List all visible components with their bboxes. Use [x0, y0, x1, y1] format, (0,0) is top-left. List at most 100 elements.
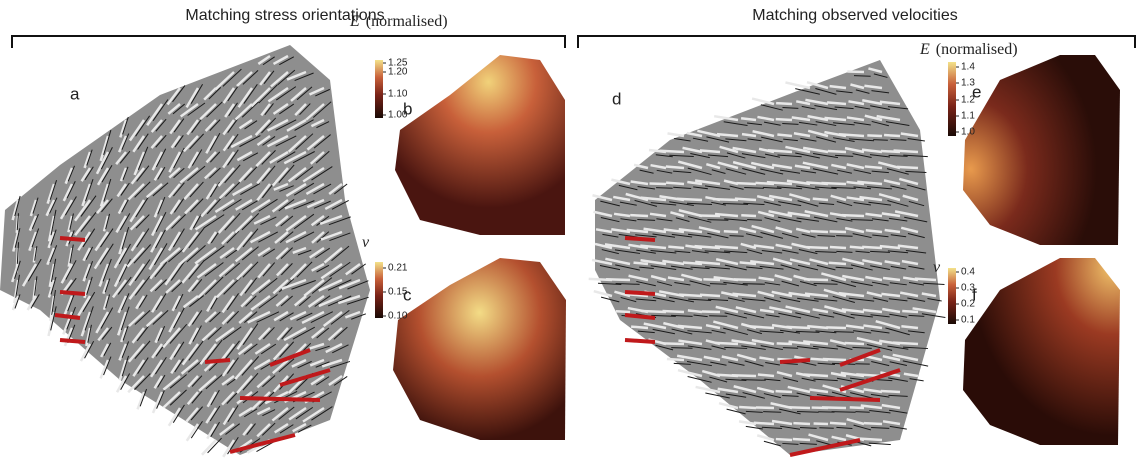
arrow	[754, 423, 774, 424]
arrow	[700, 295, 720, 296]
arrow	[873, 140, 888, 141]
arrow	[756, 407, 774, 408]
arrow	[736, 183, 756, 184]
panel-label: d	[612, 89, 621, 108]
arrow	[836, 236, 852, 237]
arrow	[663, 343, 684, 344]
arrow	[724, 231, 738, 232]
arrow	[671, 348, 692, 349]
title: Matching observed velocities	[752, 7, 957, 24]
arrow	[60, 238, 85, 240]
tick-label: 1.20	[388, 67, 408, 78]
arrow	[715, 343, 738, 344]
arrow	[734, 279, 756, 280]
tick-label: 1.0	[961, 127, 975, 138]
colorbar	[375, 60, 383, 118]
arrow	[850, 247, 864, 248]
arrow	[788, 407, 810, 408]
tick-label: 0.3	[961, 283, 975, 294]
arrow	[866, 230, 882, 232]
arrow	[630, 215, 648, 216]
tick-label: 1.2	[961, 95, 975, 106]
arrow	[902, 311, 918, 312]
tick-label: 0.10	[388, 311, 408, 322]
arrow	[821, 183, 846, 184]
tick-label: 0.21	[388, 263, 408, 274]
arrow	[240, 398, 320, 400]
arrow	[829, 263, 846, 264]
arrow	[810, 398, 880, 400]
arrow	[783, 348, 798, 349]
arrow	[649, 183, 666, 184]
arrow	[656, 188, 673, 189]
arrow	[668, 133, 684, 136]
figure: Matching stress orientations Matching ob…	[0, 0, 1143, 462]
arrow	[894, 150, 918, 152]
symbol: E	[919, 41, 930, 58]
arrow	[807, 247, 828, 248]
arrow	[860, 439, 882, 440]
arrow	[700, 150, 720, 152]
arrow	[845, 343, 864, 344]
arrow	[776, 439, 792, 440]
arrow	[832, 412, 856, 413]
tick-label: 1.00	[388, 110, 408, 121]
arrow	[884, 135, 900, 136]
arrow	[707, 220, 728, 221]
tick-label: 0.1	[961, 315, 975, 326]
arrow	[776, 103, 792, 104]
arrow	[666, 183, 684, 184]
arrow	[777, 343, 792, 344]
arrow	[702, 311, 720, 312]
arrow	[822, 407, 846, 408]
arrow	[709, 316, 727, 317]
arrow	[847, 71, 864, 72]
colorbar	[948, 62, 956, 136]
arrow	[668, 247, 684, 248]
arrow	[786, 327, 810, 328]
arrow	[625, 340, 655, 342]
arrow	[785, 82, 810, 88]
arrow	[780, 360, 810, 362]
arrow	[810, 231, 828, 232]
arrow	[60, 340, 85, 342]
unit: (normalised)	[936, 41, 1018, 58]
tick-label: 0.2	[961, 299, 975, 310]
arrow	[677, 199, 702, 200]
arrow	[715, 246, 738, 248]
arrow	[826, 327, 846, 328]
arrow	[710, 284, 727, 285]
arrow	[741, 215, 756, 216]
arrow	[631, 327, 648, 328]
arrow	[187, 424, 198, 441]
arrow	[804, 279, 828, 280]
arrow	[793, 423, 810, 424]
arrow	[793, 439, 810, 440]
colorbar	[948, 268, 956, 324]
map	[963, 55, 1120, 245]
symbol: ν	[933, 259, 941, 276]
arrow	[60, 292, 85, 294]
arrow	[750, 326, 774, 328]
arrow	[823, 359, 846, 360]
arrow	[763, 412, 781, 413]
arrow	[662, 311, 684, 312]
arrow	[897, 167, 918, 168]
arrow	[202, 440, 216, 455]
arrow	[732, 375, 756, 376]
tick-label: 1.4	[961, 62, 975, 73]
tick-label: 1.1	[961, 111, 975, 122]
bracket	[578, 36, 1135, 48]
arrow	[776, 391, 792, 392]
colorbar-title: ν	[933, 259, 941, 276]
arrow	[625, 238, 655, 240]
arrow	[915, 279, 936, 280]
colorbar	[375, 262, 383, 318]
tick-label: 1.3	[961, 78, 975, 89]
arrow	[666, 167, 684, 168]
arrow	[850, 407, 864, 408]
arrow	[869, 443, 891, 444]
unit: (normalised)	[366, 13, 448, 30]
arrow	[867, 135, 882, 136]
arrow	[641, 311, 666, 312]
